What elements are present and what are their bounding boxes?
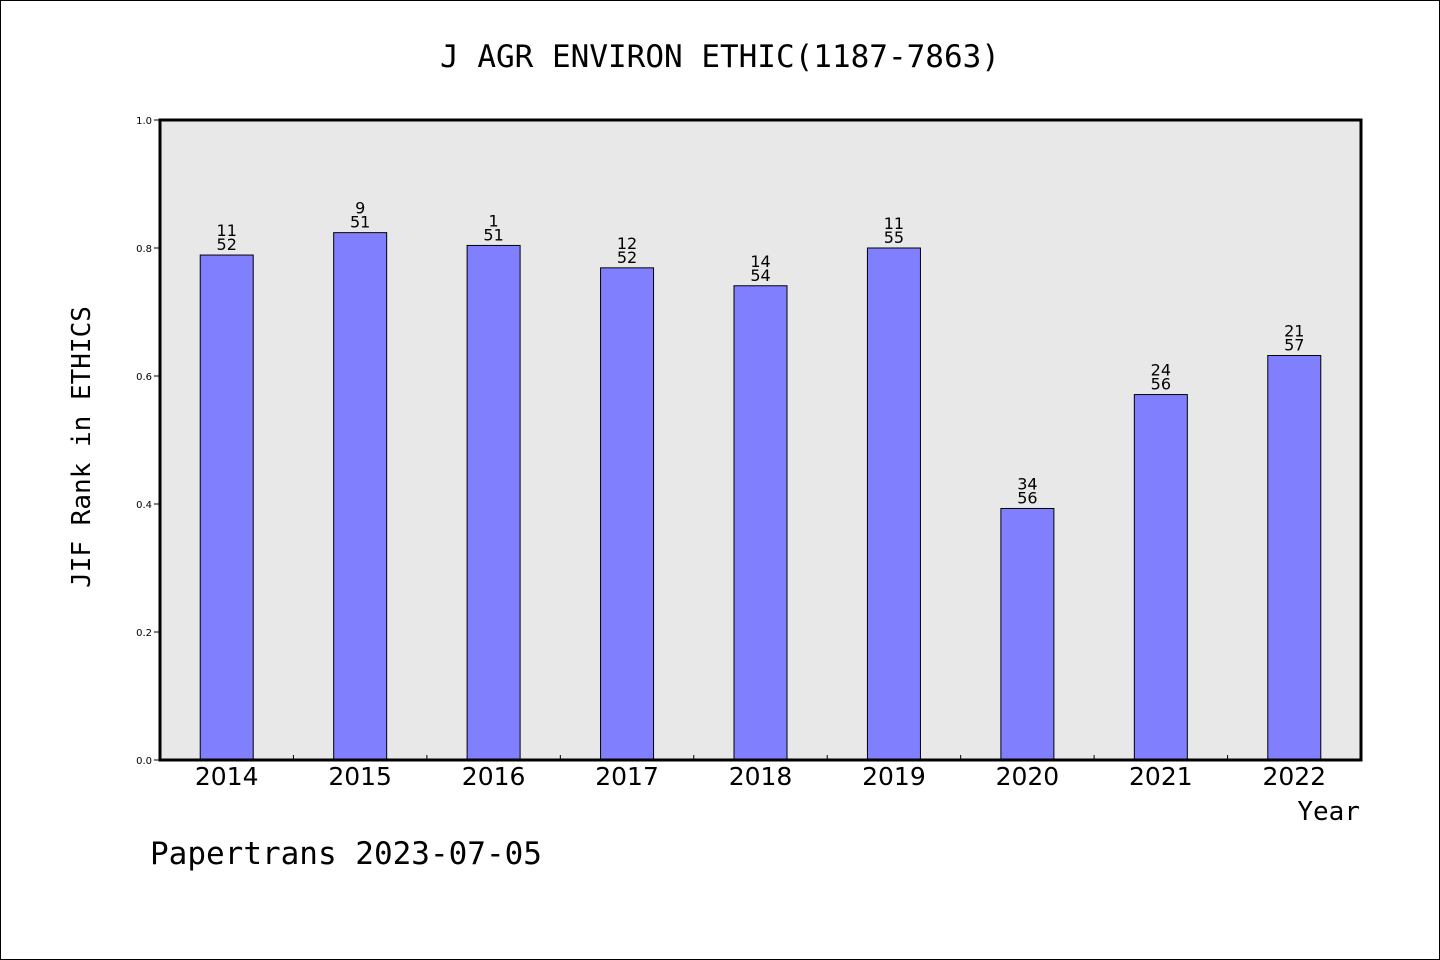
bar-rank-label: 9 [355, 199, 365, 218]
bar-2017 [600, 267, 655, 761]
x-tick-label: 2019 [862, 762, 926, 791]
bar-2021 [1133, 394, 1188, 761]
bars-layer [199, 232, 1322, 761]
x-tick-label: 2018 [729, 762, 793, 791]
chart-title: J AGR ENVIRON ETHIC(1187-7863) [440, 39, 1000, 75]
bar-rank-label: 21 [1284, 322, 1304, 341]
y-tick-label: 0.8 [136, 244, 152, 255]
x-axis-label: Year [1297, 797, 1360, 827]
y-tick-label: 0.6 [136, 372, 152, 383]
bar-total-label: 56 [1017, 488, 1037, 507]
x-tick-label: 2016 [462, 762, 526, 791]
bar-rank-label: 34 [1017, 474, 1037, 493]
bar-2016 [466, 244, 521, 761]
bar-total-label: 52 [617, 248, 637, 267]
bar-total-label: 56 [1151, 375, 1171, 394]
x-tick-label: 2020 [996, 762, 1060, 791]
x-tick-label: 2021 [1129, 762, 1193, 791]
x-tick-label: 2022 [1262, 762, 1326, 791]
bar-rank-label: 12 [617, 234, 637, 253]
bar-rank-label: 11 [884, 214, 904, 233]
bar-rank-label: 11 [217, 221, 237, 240]
x-tick-label: 2015 [328, 762, 392, 791]
x-axis: 2014 2015 2016 2017 2018 2019 2020 2021 2022 [195, 755, 1326, 791]
bar-total-label: 52 [217, 235, 237, 254]
bar-rank-label: 1 [489, 211, 499, 230]
bar-2022 [1267, 355, 1322, 761]
bar-rank-label: 14 [750, 252, 770, 271]
plot-border [158, 118, 1363, 762]
bar-total-label: 51 [350, 213, 370, 232]
bar-total-label: 55 [884, 228, 904, 247]
bar-2019 [866, 247, 921, 761]
bar-total-label: 57 [1284, 336, 1304, 355]
bar-rank-label: 24 [1151, 361, 1171, 380]
bar-2018 [733, 285, 788, 761]
bar-2014 [199, 254, 254, 761]
x-tick-label: 2014 [195, 762, 259, 791]
bar-2015 [333, 232, 388, 761]
bar-total-label: 51 [483, 225, 503, 244]
bar-2020 [1000, 507, 1055, 761]
y-tick-label: 1.0 [136, 116, 152, 127]
y-tick-label: 0.0 [136, 756, 152, 767]
y-tick-label: 0.2 [136, 628, 152, 639]
bar-total-label: 54 [750, 266, 770, 285]
y-axis-label: JIF Rank in ETHICS [67, 306, 97, 588]
y-tick-label: 0.4 [136, 500, 152, 511]
x-tick-label: 2017 [595, 762, 659, 791]
footer-text: Papertrans 2023-07-05 [150, 836, 542, 872]
y-axis: 0.0 0.2 0.4 0.6 0.8 1.0 [136, 116, 160, 767]
